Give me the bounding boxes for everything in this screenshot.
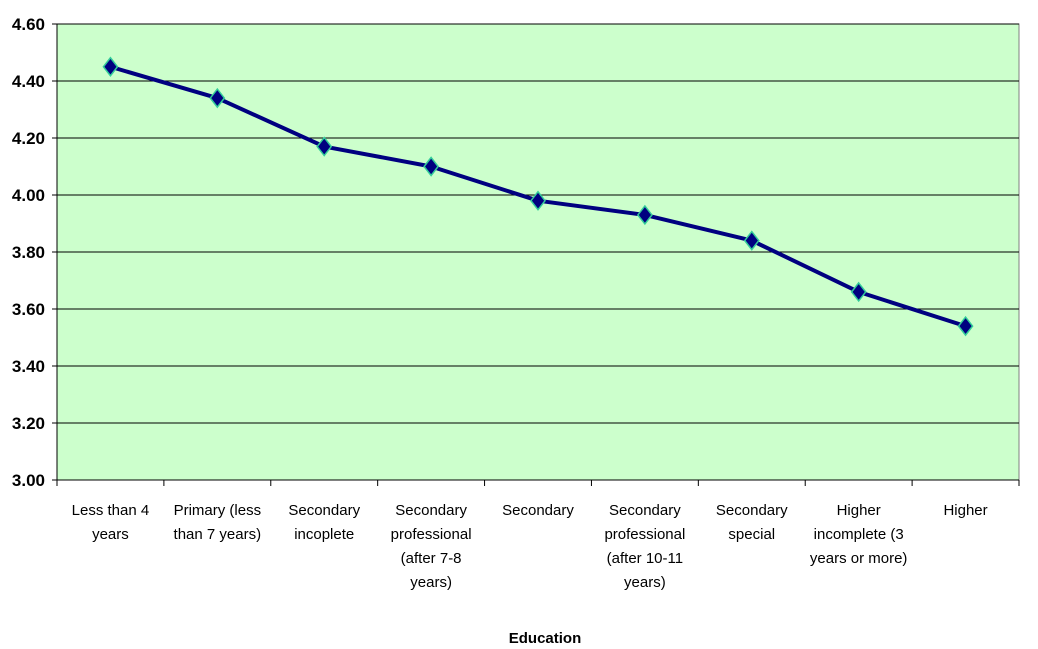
- y-tick-label: 4.40: [12, 72, 45, 91]
- y-tick-label: 3.60: [12, 300, 45, 319]
- data-point-marker: [530, 190, 546, 211]
- x-tick-label: Secondary professional (after 10-11 years): [604, 502, 685, 591]
- y-tick-label: 3.80: [12, 243, 45, 262]
- x-axis: Less than 4 years Primary (less than 7 year…: [56, 479, 1020, 591]
- data-point-marker: [102, 56, 119, 77]
- x-tick-label: Primary (less than 7 years): [174, 502, 262, 543]
- y-tick-label: 4.60: [12, 15, 45, 34]
- y-tick-label: 3.40: [12, 357, 45, 376]
- x-tick-label: Less than 4 years: [72, 502, 150, 543]
- y-tick-label: 4.20: [12, 129, 45, 148]
- data-point-marker: [743, 230, 760, 251]
- x-tick-label: Secondary professional (after 7-8 years): [391, 502, 472, 591]
- x-axis-title: Education: [509, 630, 582, 647]
- data-point-marker: [423, 156, 440, 177]
- x-tick-label: Secondary: [502, 502, 574, 519]
- data-point-marker: [850, 281, 867, 303]
- data-point-marker: [957, 315, 974, 337]
- y-tick-label: 3.00: [12, 471, 45, 490]
- x-tick-label: Secondary special: [716, 502, 788, 543]
- x-tick-label: Higher incomplete (3 years or more): [810, 502, 908, 567]
- data-point-marker: [209, 87, 226, 109]
- series-layer: [102, 56, 974, 337]
- y-axis: 3.00 3.20 3.40 3.60 3.80 4.00 4.20 4.40 4.60: [12, 15, 58, 490]
- y-tick-label: 3.20: [12, 414, 45, 433]
- data-point-marker: [636, 204, 653, 226]
- x-tick-label: Secondary incoplete: [288, 502, 360, 543]
- data-point-marker: [316, 136, 333, 157]
- x-tick-label: Higher: [943, 502, 987, 519]
- y-tick-label: 4.00: [12, 186, 45, 205]
